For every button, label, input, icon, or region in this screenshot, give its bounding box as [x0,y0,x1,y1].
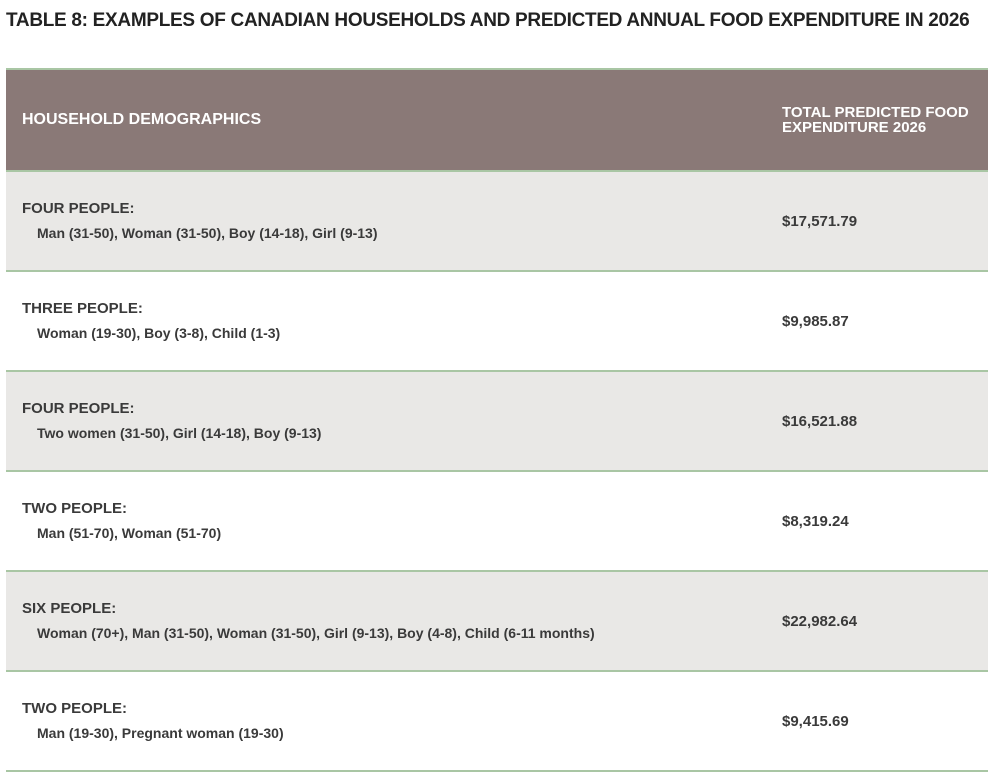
demographics-cell: TWO PEOPLE: Man (51-70), Woman (51-70) [6,497,782,545]
household-size: SIX PEOPLE: [22,600,117,617]
household-members: Man (51-70), Woman (51-70) [37,525,222,541]
table-row: SIX PEOPLE: Woman (70+), Man (31-50), Wom… [6,570,988,670]
expenditure-cell: $17,571.79 [782,212,858,230]
table-row: THREE PEOPLE: Woman (19-30), Boy (3-8), C… [6,270,988,370]
header-cell: TOTAL PREDICTED FOOD EXPENDITURE 2026 [782,104,969,136]
demographics-cell: FOUR PEOPLE: Man (31-50), Woman (31-50), … [6,197,782,245]
household-size: TWO PEOPLE: [22,500,127,517]
table-title: TABLE 8: EXAMPLES OF CANADIAN HOUSEHOLDS… [6,10,970,31]
table-header: HOUSEHOLD DEMOGRAPHICS TOTAL PREDICTED F… [6,68,988,170]
demographics-cell: FOUR PEOPLE: Two women (31-50), Girl (14-… [6,397,782,445]
household-members: Two women (31-50), Girl (14-18), Boy (9-… [37,425,322,441]
household-size: TWO PEOPLE: [22,700,127,717]
table-row: FOUR PEOPLE: Man (31-50), Woman (31-50), … [6,170,988,270]
household-size: FOUR PEOPLE: [22,400,135,417]
header-cell: HOUSEHOLD DEMOGRAPHICS [22,111,262,128]
table: HOUSEHOLD DEMOGRAPHICS TOTAL PREDICTED F… [6,68,988,772]
household-members: Man (31-50), Woman (31-50), Boy (14-18),… [37,225,378,241]
demographics-cell: THREE PEOPLE: Woman (19-30), Boy (3-8), C… [6,297,782,345]
demographics-cell: SIX PEOPLE: Woman (70+), Man (31-50), Wom… [6,597,782,645]
household-members: Man (19-30), Pregnant woman (19-30) [37,725,284,741]
household-size: THREE PEOPLE: [22,300,143,317]
household-size: FOUR PEOPLE: [22,200,135,217]
expenditure-cell: $16,521.88 [782,412,858,430]
expenditure-cell: $8,319.24 [782,512,849,530]
expenditure-cell: $9,415.69 [782,712,849,730]
table-row: TWO PEOPLE: Man (19-30), Pregnant woman (… [6,670,988,772]
household-members: Woman (19-30), Boy (3-8), Child (1-3) [37,325,281,341]
demographics-cell: TWO PEOPLE: Man (19-30), Pregnant woman (… [6,697,782,745]
table-row: TWO PEOPLE: Man (51-70), Woman (51-70) $8,… [6,470,988,570]
expenditure-cell: $9,985.87 [782,312,849,330]
household-members: Woman (70+), Man (31-50), Woman (31-50),… [37,625,595,641]
expenditure-cell: $22,982.64 [782,612,858,630]
table-row: FOUR PEOPLE: Two women (31-50), Girl (14-… [6,370,988,470]
